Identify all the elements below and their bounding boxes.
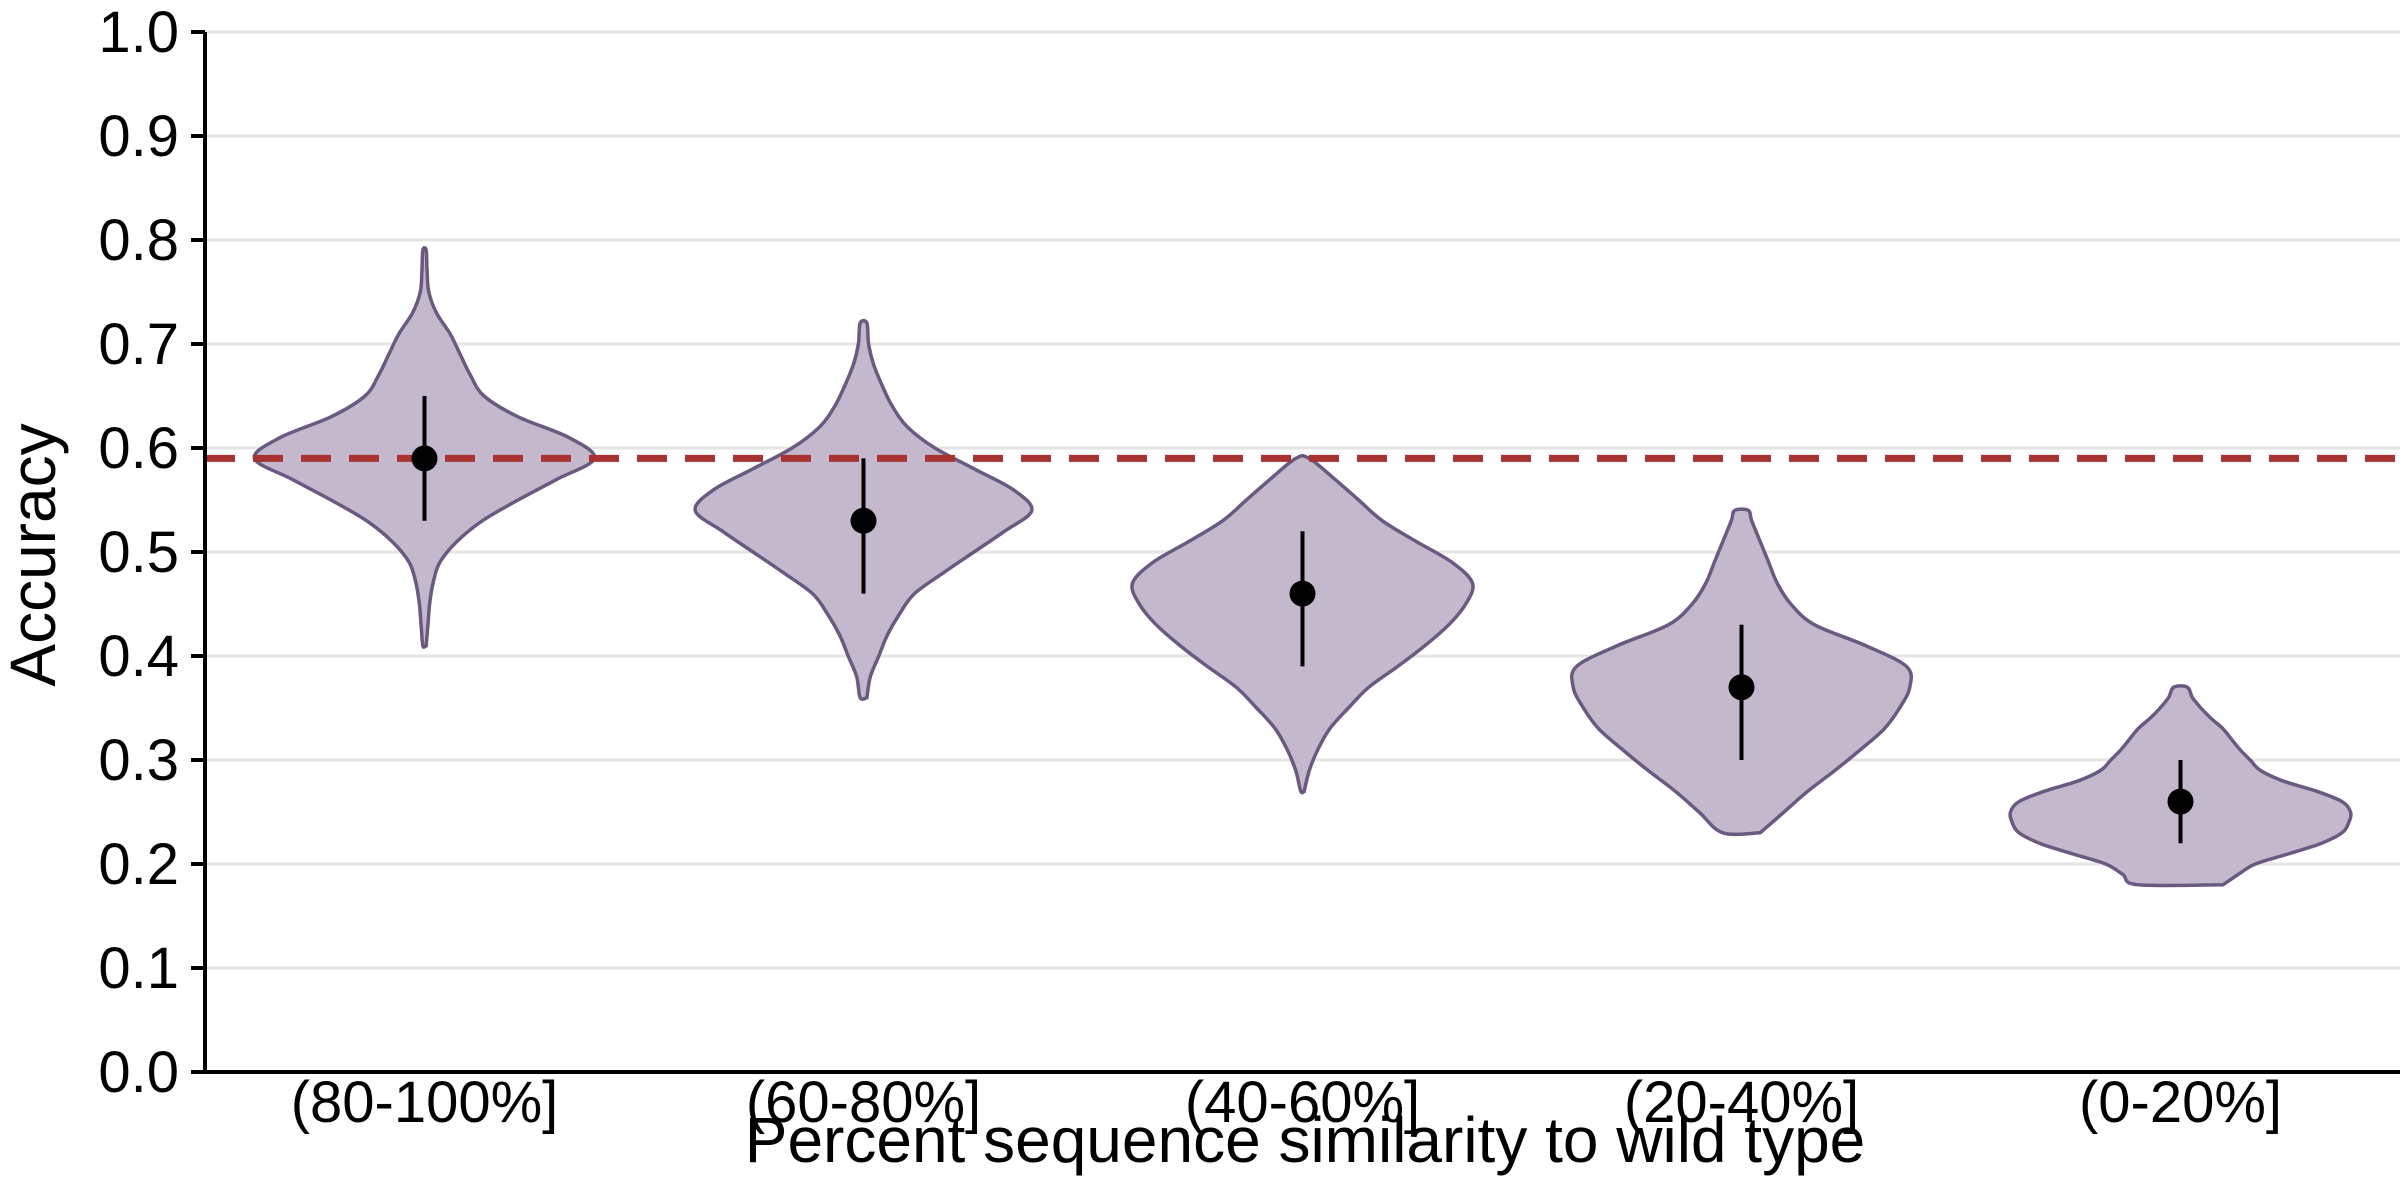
x-tick-label-2: (40-60%] xyxy=(1185,1070,1420,1135)
axes xyxy=(191,30,2400,1074)
y-tick-label-6: 0.6 xyxy=(98,416,179,481)
x-tick-label-3: (20-40%] xyxy=(1624,1070,1859,1135)
y-tick-label-8: 0.8 xyxy=(98,208,179,273)
x-tick-label-1: (60-80%] xyxy=(746,1070,981,1135)
mean-marker-4 xyxy=(2167,788,2194,815)
mean-marker-0 xyxy=(411,445,438,472)
y-axis-title: Accuracy xyxy=(0,423,69,686)
y-tick-labels: 0.0 0.1 0.2 0.3 0.4 0.5 0.6 0.7 0.8 0.9 1.0 xyxy=(98,0,179,1105)
y-tick-label-2: 0.2 xyxy=(98,832,179,897)
y-tick-label-9: 0.9 xyxy=(98,104,179,169)
mean-marker-2 xyxy=(1289,580,1316,607)
mean-marker-1 xyxy=(850,507,877,534)
y-tick-label-3: 0.3 xyxy=(98,728,179,793)
y-tick-label-4: 0.4 xyxy=(98,624,179,689)
x-tick-label-0: (80-100%] xyxy=(291,1070,559,1135)
x-axis-title: Percent sequence similarity to wild type xyxy=(745,1104,1866,1176)
y-tick-label-1: 0.1 xyxy=(98,936,179,1001)
y-tick-label-0: 0.0 xyxy=(98,1040,179,1105)
x-tick-labels: (80-100%] (60-80%] (40-60%] (20-40%] (0-20%] xyxy=(291,1070,2282,1135)
y-tick-label-5: 0.5 xyxy=(98,520,179,585)
error-bars xyxy=(411,396,2194,844)
y-tick-label-7: 0.7 xyxy=(98,312,179,377)
mean-marker-3 xyxy=(1728,674,1755,701)
y-tick-label-10: 1.0 xyxy=(98,0,179,65)
x-tick-label-4: (0-20%] xyxy=(2079,1070,2282,1135)
